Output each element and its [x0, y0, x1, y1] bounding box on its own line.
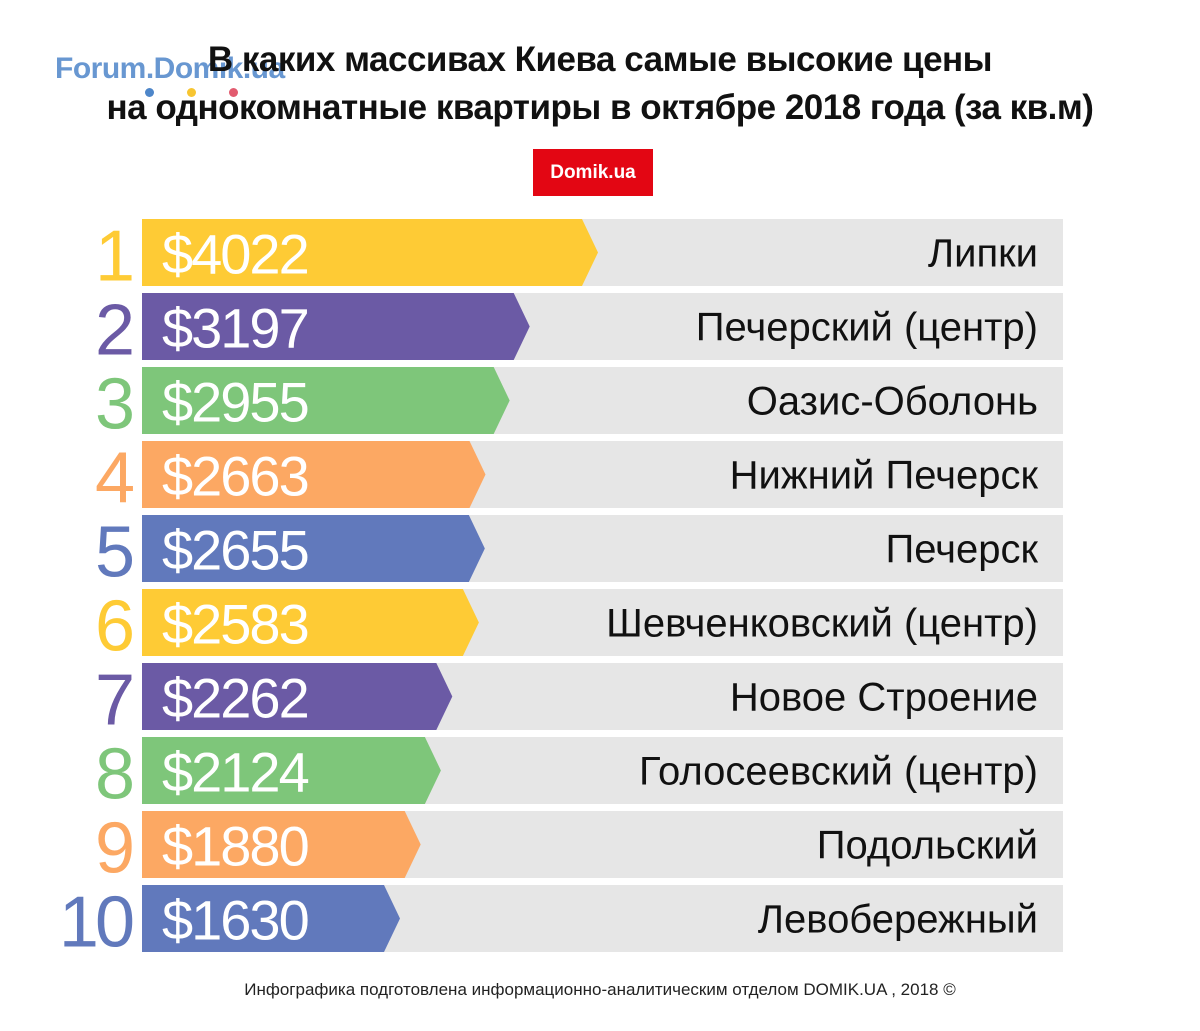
- watermark-dots: [145, 88, 245, 100]
- category-label: Печерский (центр): [696, 306, 1038, 350]
- bar: [142, 219, 598, 286]
- category-label: Нижний Печерск: [730, 454, 1039, 498]
- bar: [142, 737, 441, 804]
- rank-label: 7: [95, 661, 132, 741]
- category-label: Новое Строение: [730, 676, 1038, 720]
- category-label: Голосеевский (центр): [639, 750, 1038, 794]
- value-label: $1880: [162, 815, 308, 878]
- rank-label: 10: [59, 883, 133, 963]
- value-label: $2124: [162, 741, 309, 804]
- rank-label: 1: [95, 217, 132, 297]
- domik-badge: Domik.ua: [533, 149, 653, 196]
- value-label: $2583: [162, 593, 308, 656]
- rank-label: 8: [95, 735, 132, 815]
- rank-label: 5: [95, 513, 133, 593]
- value-label: $2262: [162, 667, 308, 730]
- watermark-dot-blue: [145, 88, 154, 97]
- value-label: $3197: [162, 297, 308, 360]
- category-label: Подольский: [817, 824, 1038, 868]
- bar: [142, 293, 530, 360]
- bar: [142, 515, 485, 582]
- rank-label: 9: [95, 809, 132, 889]
- value-label: $2663: [162, 445, 308, 508]
- value-label: $4022: [162, 223, 308, 286]
- value-label: $2955: [162, 371, 308, 434]
- rank-label: 3: [95, 365, 132, 445]
- watermark-dot-red: [229, 88, 238, 97]
- category-label: Липки: [928, 232, 1038, 276]
- forum-domik-watermark: Forum.Domik.ua: [55, 52, 285, 85]
- rank-label: 4: [95, 439, 133, 519]
- bar: [142, 811, 421, 878]
- chart-title: В каких массивах Киева самые высокие цен…: [0, 36, 1200, 132]
- bar: [142, 885, 400, 952]
- chart-title-line2: на однокомнатные квартиры в октябре 2018…: [106, 88, 1094, 127]
- category-label: Оазис-Оболонь: [747, 380, 1038, 424]
- bar: [142, 441, 486, 508]
- category-label: Печерск: [886, 528, 1039, 572]
- watermark-dot-yellow: [187, 88, 196, 97]
- rank-label: 2: [95, 291, 132, 371]
- rank-label: 6: [95, 587, 132, 667]
- footer-credit: Инфографика подготовлена информационно-а…: [244, 980, 956, 999]
- category-label: Левобережный: [758, 898, 1038, 942]
- chart-title-line1: В каких массивах Киева самые высокие цен…: [207, 40, 993, 79]
- value-label: $2655: [162, 519, 308, 582]
- category-label: Шевченковский (центр): [606, 602, 1038, 646]
- bar: [142, 589, 479, 656]
- bar: [142, 663, 453, 730]
- bar: [142, 367, 510, 434]
- value-label: $1630: [162, 889, 308, 952]
